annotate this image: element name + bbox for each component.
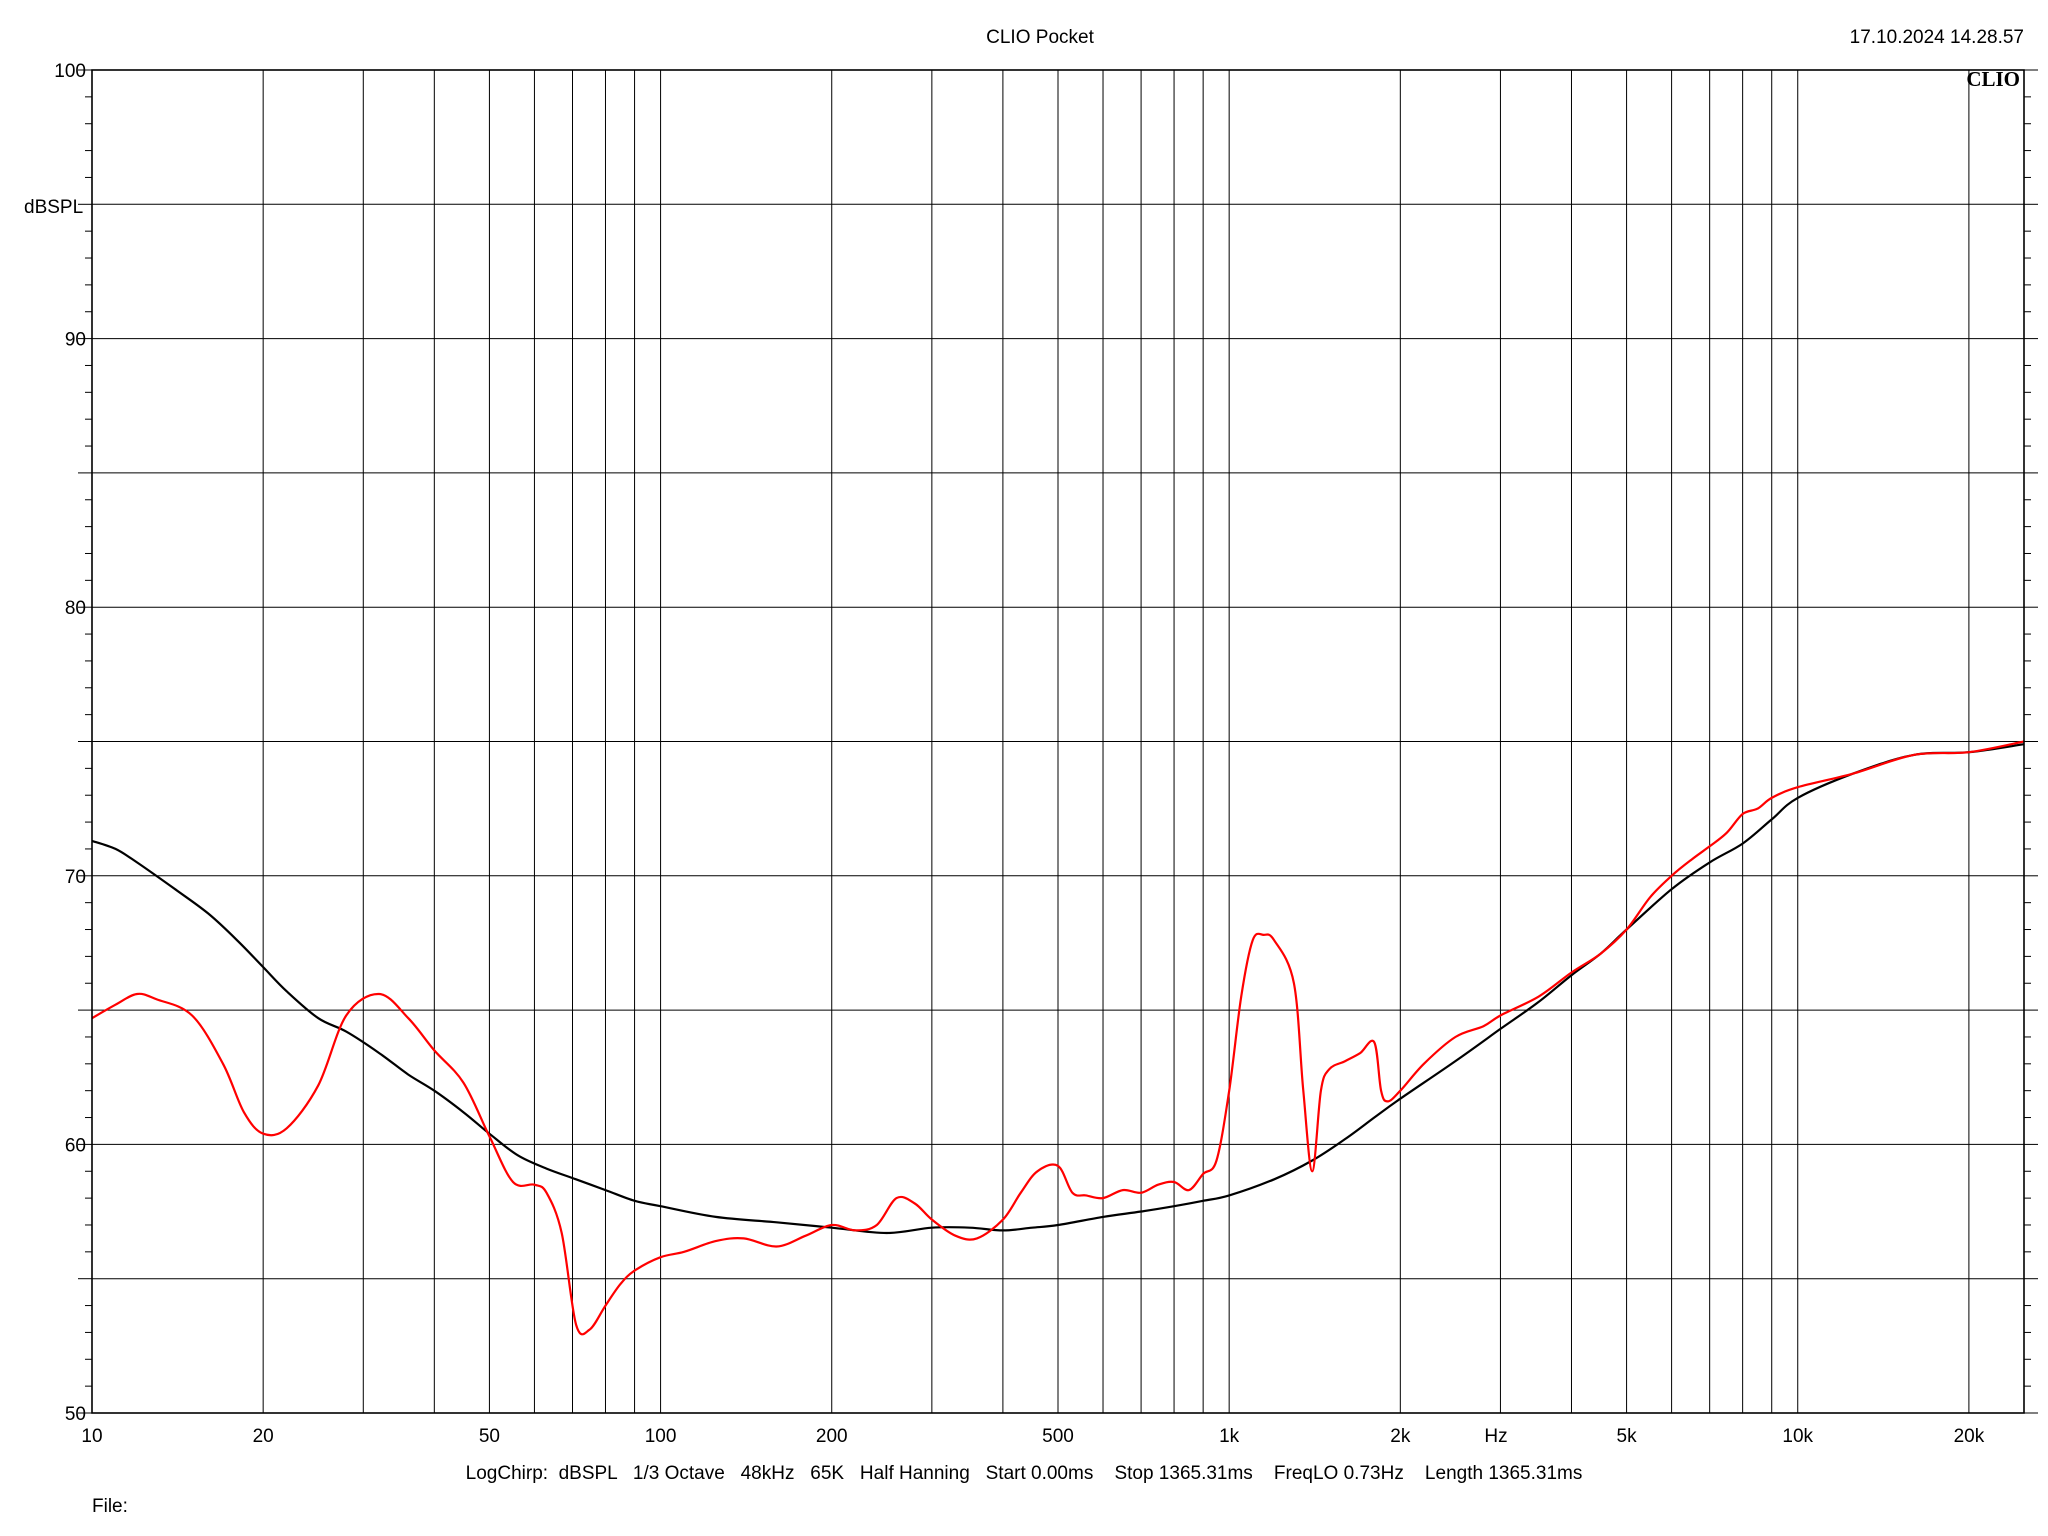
- x-tick-label: 1k: [1219, 1426, 1240, 1447]
- y-tick-label: 80: [65, 598, 86, 619]
- y-tick-label: 50: [65, 1404, 86, 1425]
- y-tick-label: 100: [54, 61, 86, 82]
- clio-logo: CLIO: [1966, 67, 2020, 91]
- plot-frame: [91, 69, 2025, 1414]
- x-tick-label: 20k: [1954, 1426, 1985, 1447]
- x-tick-label: 5k: [1617, 1426, 1638, 1447]
- x-tick-label: 10k: [1782, 1426, 1813, 1447]
- y-axis-label: dBSPL: [24, 197, 83, 218]
- x-tick-label: 10: [81, 1426, 102, 1447]
- x-tick-label: 50: [479, 1426, 500, 1447]
- series-line-red: [91, 740, 2025, 1336]
- file-label: File:: [92, 1496, 128, 1517]
- x-tick-label: 20: [253, 1426, 274, 1447]
- timestamp: 17.10.2024 14.28.57: [1850, 27, 2024, 48]
- x-tick-label: 500: [1042, 1426, 1074, 1447]
- plot-grid: [92, 70, 2024, 1413]
- y-tick-label: 60: [65, 1135, 86, 1156]
- measurement-settings: LogChirp: dBSPL 1/3 Octave 48kHz 65K Hal…: [466, 1463, 1583, 1484]
- x-tick-label: 2k: [1390, 1426, 1411, 1447]
- plot-ticks: 50 60 70 80 90 100 10 20 50 100 200 500 1k 2k 5k 10k 20k: [54, 61, 2038, 1447]
- plot-series: [91, 740, 2025, 1336]
- chart-title: CLIO Pocket: [986, 27, 1094, 48]
- x-axis-label: Hz: [1484, 1426, 1507, 1447]
- y-tick-label: 90: [65, 330, 86, 351]
- x-tick-label: 200: [816, 1426, 848, 1447]
- y-tick-label: 70: [65, 867, 86, 888]
- x-tick-label: 100: [645, 1426, 677, 1447]
